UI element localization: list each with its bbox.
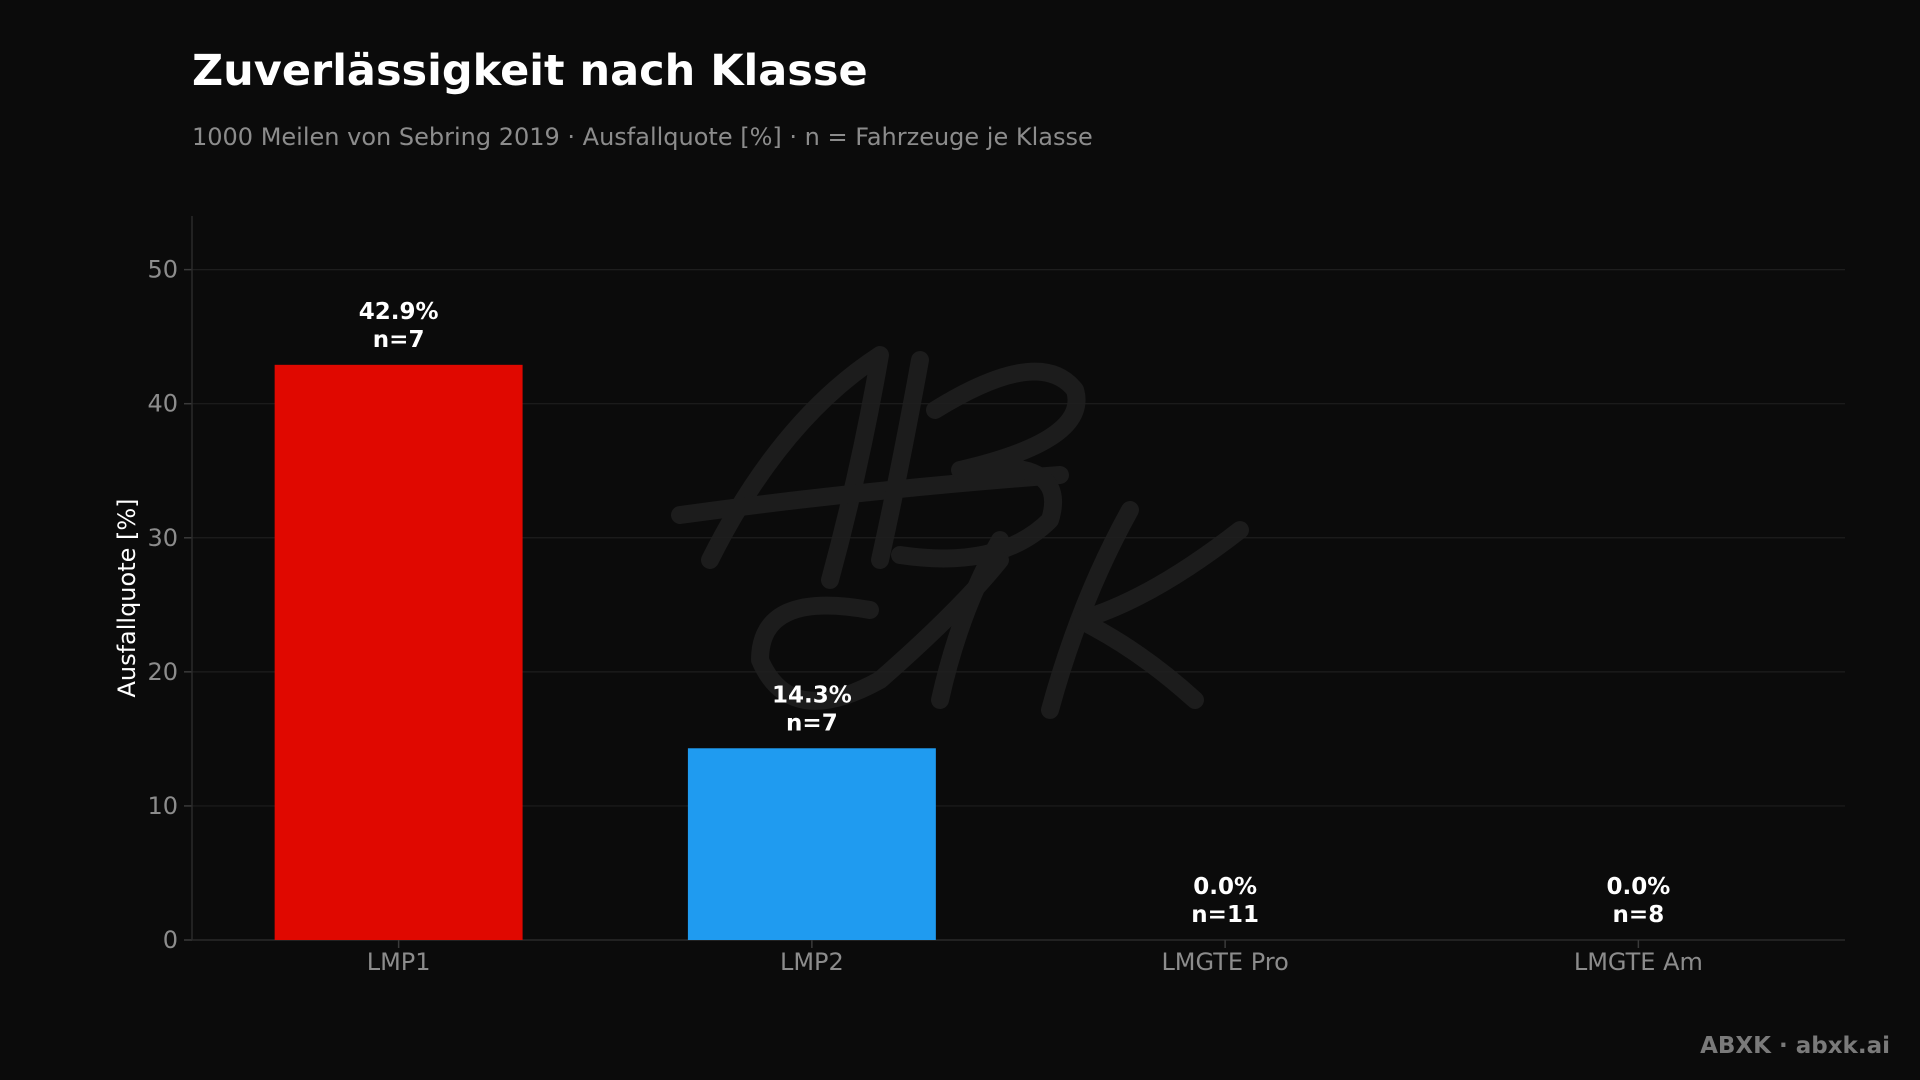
- x-tick-label: LMGTE Pro: [1161, 948, 1288, 976]
- y-tick-label: 40: [147, 390, 178, 418]
- watermark-logo: [671, 346, 1249, 719]
- x-tick-label: LMP1: [367, 948, 431, 976]
- x-tick-label: LMGTE Am: [1574, 948, 1703, 976]
- bar-count-label: n=11: [1191, 902, 1259, 928]
- footer-brand: ABXK · abxk.ai: [1700, 1033, 1890, 1059]
- bars-layer: [274, 364, 936, 940]
- y-tick-label: 20: [147, 658, 178, 686]
- y-axis-label: Ausfallquote [%]: [113, 498, 141, 697]
- bar-value-label: 14.3%: [772, 682, 852, 708]
- bar-count-label: n=7: [373, 327, 425, 353]
- chart-subtitle: 1000 Meilen von Sebring 2019 · Ausfallqu…: [192, 123, 1093, 151]
- bar-value-label: 42.9%: [359, 299, 439, 325]
- bar-count-label: n=7: [786, 710, 838, 736]
- bar-count-label: n=8: [1613, 902, 1665, 928]
- bar-value-label: 0.0%: [1193, 874, 1257, 900]
- labels-layer: 42.9%n=714.3%n=70.0%n=110.0%n=8: [359, 299, 1671, 928]
- y-tick-label: 30: [147, 524, 178, 552]
- bar-lmp1: [274, 364, 523, 940]
- x-tick-label: LMP2: [780, 948, 844, 976]
- bar-lmp2: [687, 748, 936, 940]
- bar-value-label: 0.0%: [1606, 874, 1670, 900]
- chart-title: Zuverlässigkeit nach Klasse: [192, 46, 868, 96]
- y-tick-label: 50: [147, 256, 178, 284]
- y-tick-label: 10: [147, 792, 178, 820]
- y-tick-label: 0: [163, 926, 178, 954]
